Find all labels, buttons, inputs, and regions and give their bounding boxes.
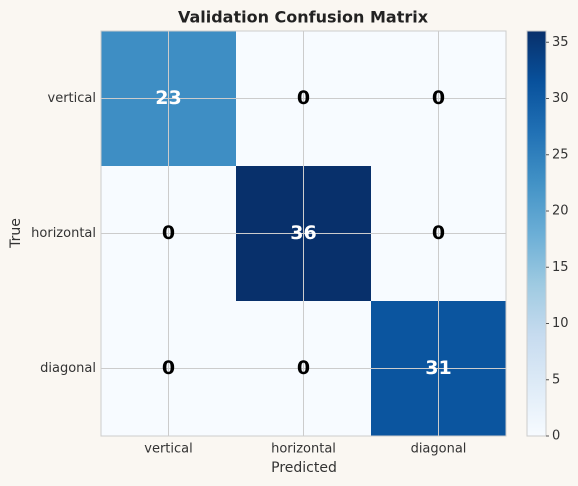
colorbar-tick-label: 15 [552,260,569,275]
cell-label: 0 [432,87,445,109]
cell-label: 0 [162,222,175,244]
colorbar-tick-label: 35 [552,35,569,50]
colorbar-tick-label: 20 [552,204,569,219]
colorbar [526,30,547,437]
y-axis-label: True [8,218,24,249]
x-tick-label: vertical [144,442,192,457]
cell-label: 36 [290,222,316,244]
cell-label: 31 [425,357,451,379]
chart-title: Validation Confusion Matrix [178,8,429,27]
y-tick-label: diagonal [40,361,96,376]
colorbar-tick-label: 30 [552,91,569,106]
x-tick-label: diagonal [411,442,467,457]
x-axis-label: Predicted [271,460,337,476]
colorbar-tick-label: 0 [552,429,560,444]
cell-label: 0 [297,87,310,109]
x-tick-label: horizontal [271,442,336,457]
plot-frame [100,30,507,437]
cell-label: 0 [162,357,175,379]
colorbar-tick-label: 25 [552,147,569,162]
cell-label: 23 [155,87,181,109]
colorbar-tick-label: 5 [552,372,560,387]
y-tick-label: horizontal [31,226,96,241]
colorbar-tick-label: 10 [552,316,569,331]
cell-label: 0 [297,357,310,379]
cell-label: 0 [432,222,445,244]
y-tick-label: vertical [48,91,96,106]
